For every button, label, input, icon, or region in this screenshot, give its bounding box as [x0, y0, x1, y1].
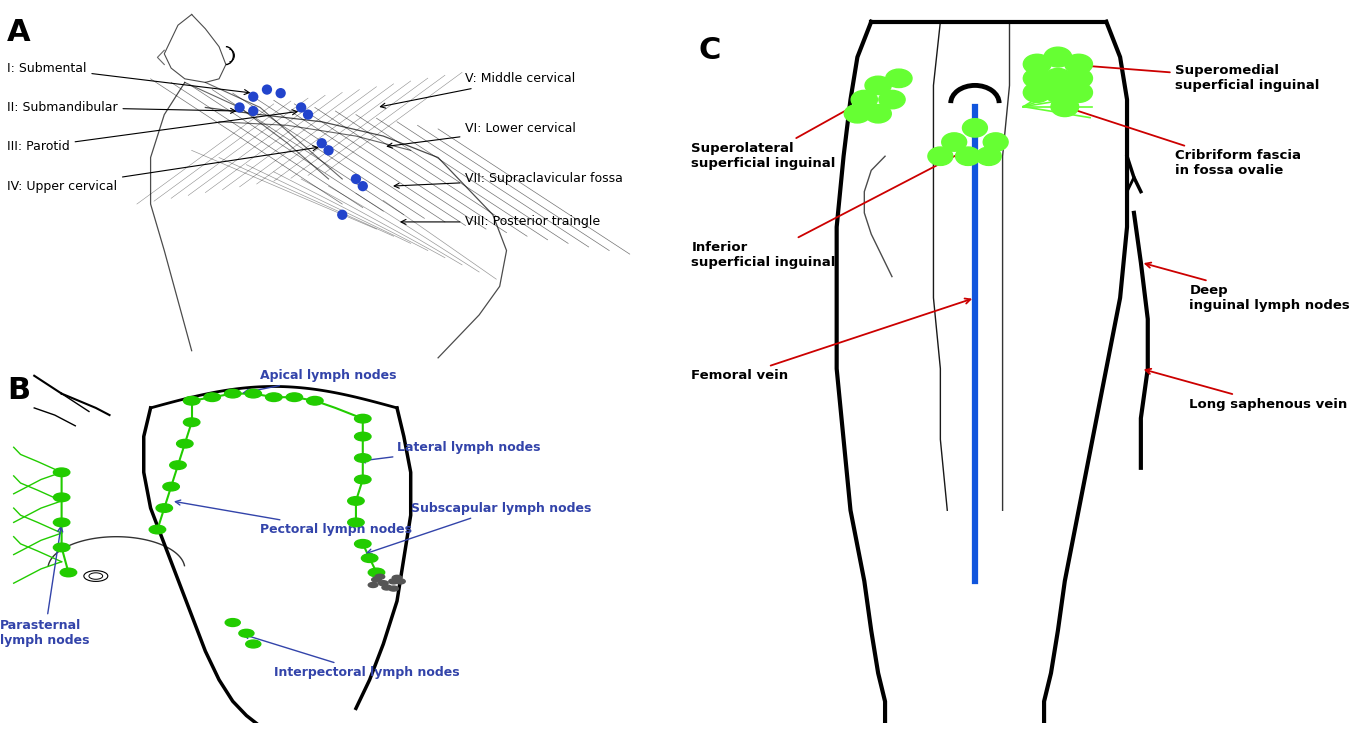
Circle shape	[225, 389, 241, 398]
Ellipse shape	[956, 147, 980, 166]
Circle shape	[163, 483, 179, 491]
Circle shape	[355, 475, 371, 484]
Point	[242, 91, 264, 102]
Point	[311, 137, 333, 149]
Text: IV: Upper cervical: IV: Upper cervical	[7, 146, 318, 193]
Ellipse shape	[879, 91, 905, 109]
Point	[256, 84, 278, 96]
Circle shape	[266, 393, 282, 402]
Circle shape	[355, 539, 371, 548]
Text: Interpectoral lymph nodes: Interpectoral lymph nodes	[244, 634, 460, 679]
Circle shape	[53, 468, 70, 477]
Point	[331, 209, 353, 220]
Ellipse shape	[865, 104, 891, 123]
Text: Pectoral lymph nodes: Pectoral lymph nodes	[175, 500, 412, 536]
Ellipse shape	[1051, 97, 1079, 117]
Point	[318, 145, 340, 156]
Circle shape	[348, 496, 364, 505]
Ellipse shape	[865, 76, 891, 95]
Ellipse shape	[845, 104, 871, 123]
Point	[242, 105, 264, 117]
Circle shape	[389, 579, 398, 584]
Text: Apical lymph nodes: Apical lymph nodes	[244, 369, 397, 394]
Ellipse shape	[886, 69, 912, 88]
Circle shape	[246, 640, 260, 648]
Circle shape	[149, 526, 166, 534]
Circle shape	[286, 393, 303, 402]
Circle shape	[382, 585, 392, 590]
Circle shape	[361, 554, 378, 562]
Text: Inferior
superficial inguinal: Inferior superficial inguinal	[691, 151, 964, 269]
Ellipse shape	[928, 147, 953, 166]
Text: VII: Supraclavicular fossa: VII: Supraclavicular fossa	[394, 172, 623, 188]
Text: II: Submandibular: II: Submandibular	[7, 101, 235, 114]
Text: Superolateral
superficial inguinal: Superolateral superficial inguinal	[691, 95, 873, 170]
Ellipse shape	[1045, 82, 1072, 102]
Text: Long saphenous vein: Long saphenous vein	[1146, 369, 1347, 410]
Point	[229, 101, 251, 113]
Text: I: Submental: I: Submental	[7, 61, 249, 95]
Circle shape	[53, 493, 70, 502]
Point	[270, 88, 292, 99]
Text: Subscapular lymph nodes: Subscapular lymph nodes	[367, 502, 591, 554]
Point	[297, 109, 319, 120]
Circle shape	[60, 568, 77, 577]
Circle shape	[245, 389, 261, 398]
Circle shape	[355, 454, 371, 462]
Circle shape	[379, 580, 389, 585]
Ellipse shape	[1045, 47, 1072, 67]
Ellipse shape	[1065, 82, 1092, 102]
Text: Superomedial
superficial inguinal: Superomedial superficial inguinal	[1069, 62, 1320, 92]
Ellipse shape	[1065, 69, 1092, 88]
Ellipse shape	[1023, 82, 1051, 102]
Ellipse shape	[942, 133, 967, 151]
Circle shape	[389, 586, 398, 591]
Circle shape	[156, 504, 172, 512]
Text: III: Parotid: III: Parotid	[7, 110, 297, 153]
Circle shape	[225, 618, 241, 626]
Ellipse shape	[1045, 69, 1072, 88]
Text: Parasternal
lymph nodes: Parasternal lymph nodes	[0, 526, 89, 648]
Point	[345, 173, 367, 185]
Circle shape	[355, 432, 371, 441]
Ellipse shape	[1065, 54, 1092, 74]
Ellipse shape	[983, 133, 1008, 151]
Circle shape	[375, 575, 385, 580]
Point	[290, 101, 312, 113]
Text: VI: Lower cervical: VI: Lower cervical	[387, 123, 576, 148]
Circle shape	[368, 583, 378, 588]
Circle shape	[183, 418, 200, 426]
Circle shape	[53, 543, 70, 552]
Circle shape	[355, 415, 371, 423]
Ellipse shape	[976, 147, 1001, 166]
Text: C: C	[698, 36, 720, 65]
Circle shape	[396, 579, 405, 584]
Circle shape	[177, 439, 193, 448]
Text: A: A	[7, 18, 30, 47]
Ellipse shape	[1023, 69, 1051, 88]
Circle shape	[170, 461, 186, 469]
Circle shape	[204, 393, 220, 402]
Text: B: B	[7, 376, 30, 404]
Text: V: Middle cervical: V: Middle cervical	[381, 72, 576, 108]
Circle shape	[368, 568, 385, 577]
Ellipse shape	[1023, 54, 1051, 74]
Circle shape	[307, 396, 323, 405]
Circle shape	[183, 396, 200, 405]
Circle shape	[53, 518, 70, 526]
Circle shape	[348, 518, 364, 526]
Ellipse shape	[852, 91, 878, 109]
Circle shape	[372, 577, 381, 582]
Text: VIII: Posterior traingle: VIII: Posterior traingle	[401, 215, 601, 228]
Text: Cribriform fascia
in fossa ovalie: Cribriform fascia in fossa ovalie	[1069, 107, 1302, 177]
Text: Deep
inguinal lymph nodes: Deep inguinal lymph nodes	[1146, 263, 1350, 312]
Text: Femoral vein: Femoral vein	[691, 299, 971, 383]
Circle shape	[393, 575, 402, 580]
Text: Lateral lymph nodes: Lateral lymph nodes	[360, 441, 541, 463]
Point	[352, 180, 374, 192]
Circle shape	[238, 629, 255, 637]
Ellipse shape	[962, 119, 987, 137]
